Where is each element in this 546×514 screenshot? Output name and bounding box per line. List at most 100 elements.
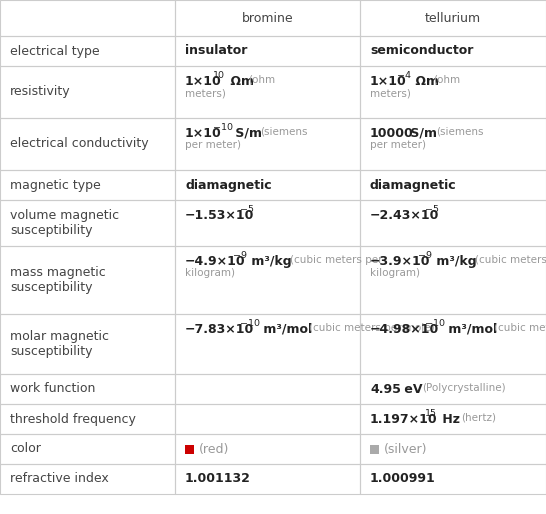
Text: kilogram): kilogram)	[370, 268, 420, 278]
Bar	[360, 434, 546, 464]
Text: 1.197×10: 1.197×10	[370, 413, 438, 426]
Bar	[0, 36, 175, 66]
Text: −9: −9	[233, 251, 247, 260]
Text: S/m: S/m	[406, 127, 437, 140]
Bar	[175, 170, 360, 200]
Text: (cubic meters per mole): (cubic meters per mole)	[308, 323, 434, 333]
Text: (ohm: (ohm	[248, 75, 276, 85]
Text: Hz: Hz	[438, 413, 460, 426]
Text: (Polycrystalline): (Polycrystalline)	[422, 383, 506, 393]
Bar	[360, 200, 546, 246]
Text: 10000: 10000	[370, 127, 414, 140]
Bar	[360, 464, 546, 494]
Bar	[0, 464, 175, 494]
Text: meters): meters)	[185, 88, 226, 98]
Text: refractive index: refractive index	[10, 472, 109, 486]
Bar	[175, 200, 360, 246]
Bar	[0, 404, 175, 434]
Text: electrical conductivity: electrical conductivity	[10, 138, 149, 151]
Text: −1.53×10: −1.53×10	[185, 209, 254, 222]
Text: per meter): per meter)	[370, 140, 426, 150]
Text: −4: −4	[397, 70, 412, 80]
Text: m³/mol: m³/mol	[259, 323, 312, 336]
Text: diamagnetic: diamagnetic	[185, 178, 271, 192]
Bar	[0, 374, 175, 404]
Text: 15: 15	[425, 409, 437, 417]
Text: −4.9×10: −4.9×10	[185, 255, 246, 268]
Text: m³/kg: m³/kg	[246, 255, 291, 268]
Text: magnetic type: magnetic type	[10, 178, 101, 192]
Text: −2.43×10: −2.43×10	[370, 209, 440, 222]
Text: −10: −10	[212, 123, 233, 132]
Text: electrical type: electrical type	[10, 45, 99, 58]
Text: (siemens: (siemens	[436, 127, 483, 137]
Text: Ωm: Ωm	[411, 75, 439, 88]
Bar	[0, 66, 175, 118]
Text: −3.9×10: −3.9×10	[370, 255, 430, 268]
Text: threshold frequency: threshold frequency	[10, 413, 136, 426]
Text: (cubic meters per: (cubic meters per	[475, 255, 546, 265]
Text: (cubic meters per mole): (cubic meters per mole)	[494, 323, 546, 333]
Text: −4.98×10: −4.98×10	[370, 323, 439, 336]
Bar	[360, 170, 546, 200]
Text: per meter): per meter)	[185, 140, 241, 150]
Bar	[175, 36, 360, 66]
Text: semiconductor: semiconductor	[370, 45, 473, 58]
Text: 1.001132: 1.001132	[185, 472, 251, 486]
Text: color: color	[10, 443, 41, 455]
Text: diamagnetic: diamagnetic	[370, 178, 456, 192]
Bar	[175, 0, 360, 36]
Bar	[185, 445, 194, 453]
Text: molar magnetic
susceptibility: molar magnetic susceptibility	[10, 330, 109, 358]
Bar	[175, 404, 360, 434]
Bar	[175, 118, 360, 170]
Bar	[175, 434, 360, 464]
Bar	[360, 314, 546, 374]
Text: meters): meters)	[370, 88, 411, 98]
Bar	[360, 246, 546, 314]
Text: −10: −10	[425, 319, 445, 327]
Text: (silver): (silver)	[384, 443, 428, 455]
Text: 1×10: 1×10	[185, 75, 222, 88]
Bar	[0, 246, 175, 314]
Text: insulator: insulator	[185, 45, 247, 58]
Text: (red): (red)	[199, 443, 229, 455]
Text: −5: −5	[240, 205, 254, 214]
Bar	[370, 445, 379, 453]
Bar	[175, 246, 360, 314]
Text: 1.000991: 1.000991	[370, 472, 436, 486]
Bar	[360, 118, 546, 170]
Bar	[0, 314, 175, 374]
Bar	[175, 464, 360, 494]
Text: (ohm: (ohm	[434, 75, 461, 85]
Text: resistivity: resistivity	[10, 85, 70, 99]
Text: (siemens: (siemens	[260, 127, 308, 137]
Text: −10: −10	[240, 319, 260, 327]
Text: bromine: bromine	[242, 11, 293, 25]
Bar	[0, 434, 175, 464]
Bar	[0, 118, 175, 170]
Text: eV: eV	[400, 383, 422, 396]
Text: volume magnetic
susceptibility: volume magnetic susceptibility	[10, 209, 119, 237]
Text: m³/kg: m³/kg	[431, 255, 476, 268]
Bar	[175, 314, 360, 374]
Text: S/m: S/m	[231, 127, 262, 140]
Bar	[175, 374, 360, 404]
Text: kilogram): kilogram)	[185, 268, 235, 278]
Bar	[360, 374, 546, 404]
Text: 4.95: 4.95	[370, 383, 401, 396]
Text: −5: −5	[425, 205, 439, 214]
Bar	[360, 404, 546, 434]
Text: 1×10: 1×10	[185, 127, 222, 140]
Text: (hertz): (hertz)	[461, 413, 496, 423]
Text: 10: 10	[212, 70, 224, 80]
Text: m³/mol: m³/mol	[443, 323, 497, 336]
Bar	[0, 0, 175, 36]
Bar	[360, 36, 546, 66]
Bar	[360, 0, 546, 36]
Text: −7.83×10: −7.83×10	[185, 323, 254, 336]
Bar	[0, 200, 175, 246]
Text: −9: −9	[418, 251, 432, 260]
Bar	[175, 66, 360, 118]
Text: work function: work function	[10, 382, 96, 395]
